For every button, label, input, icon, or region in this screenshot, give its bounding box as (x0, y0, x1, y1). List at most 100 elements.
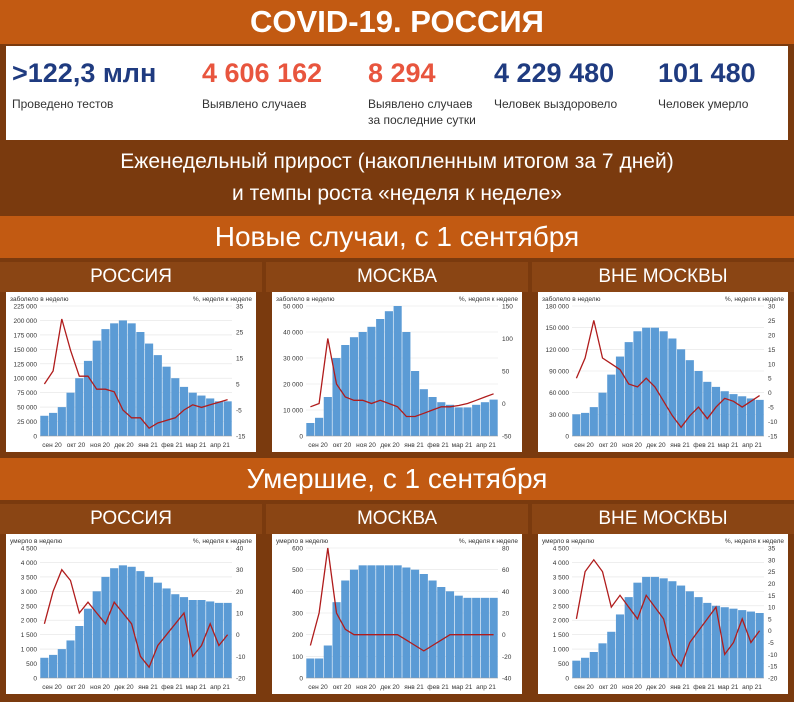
bar (480, 597, 489, 678)
y-tick-label: 125 000 (14, 361, 38, 368)
y2-tick-label: -20 (768, 676, 778, 683)
y-tick-label: 0 (565, 434, 569, 441)
y2-tick-label: 25 (768, 318, 776, 325)
y2-tick-label: 15 (768, 593, 776, 600)
y-tick-label: 1 000 (21, 647, 38, 654)
x-tick-label: ноя 20 (356, 442, 376, 449)
bar (40, 657, 49, 678)
stat-daily-cases: 8 294 Выявлено случаев за последние сутк… (368, 56, 488, 128)
bar (153, 582, 162, 678)
bar (633, 582, 642, 678)
bar (323, 397, 332, 436)
bar (223, 401, 232, 436)
subtitle-line-2: и темпы роста «неделя к неделе» (232, 182, 562, 205)
bar (376, 565, 385, 678)
bar (755, 399, 764, 436)
bar (384, 565, 393, 678)
bar (315, 658, 324, 678)
y2-tick-label: 30 (236, 567, 244, 574)
y2-tick-label: 25 (236, 330, 244, 337)
y-tick-label: 200 (292, 632, 303, 639)
y2-tick-label: -40 (502, 676, 512, 683)
bar (589, 407, 598, 436)
x-tick-label: сен 20 (574, 442, 594, 449)
y-tick-label: 0 (299, 676, 303, 683)
x-tick-label: сен 20 (308, 442, 328, 449)
x-tick-label: фев 21 (693, 684, 715, 691)
chart-deaths-moscow: умерло в неделю%, неделя к неделе0100200… (276, 538, 518, 691)
bar (367, 565, 376, 678)
y2-tick-label: -15 (768, 664, 778, 671)
bar (489, 597, 498, 678)
bar (66, 640, 75, 678)
x-tick-label: янв 21 (138, 684, 158, 691)
x-tick-label: фев 21 (161, 684, 183, 691)
bar (323, 645, 332, 678)
y-axis-label: заболело в неделю (10, 295, 69, 303)
x-tick-label: окт 20 (333, 442, 352, 449)
y-tick-label: 0 (33, 676, 37, 683)
bar (306, 658, 315, 678)
y2-tick-label: 20 (768, 581, 776, 588)
bar (223, 602, 232, 678)
y-tick-label: 180 000 (546, 304, 570, 311)
y2-tick-label: 25 (768, 569, 776, 576)
bar (101, 329, 110, 436)
y2-tick-label: 20 (236, 589, 244, 596)
bar (685, 360, 694, 436)
x-tick-label: мар 21 (718, 684, 739, 691)
bar (720, 607, 729, 678)
y-tick-label: 2 500 (553, 603, 570, 610)
x-tick-label: мар 21 (186, 442, 207, 449)
bar (349, 337, 359, 436)
bar (306, 423, 315, 436)
bar (677, 349, 686, 436)
y-tick-label: 90 000 (549, 369, 569, 376)
x-tick-label: апр 21 (742, 442, 762, 449)
bar (463, 407, 472, 436)
y-tick-label: 200 000 (14, 318, 38, 325)
section-cases-title: Новые случаи, с 1 сентября (0, 216, 794, 258)
bar (572, 660, 581, 678)
y-tick-label: 175 000 (14, 332, 38, 339)
y2-tick-label: -50 (502, 434, 512, 441)
y-axis-label: заболело в неделю (276, 295, 335, 303)
y-tick-label: 2 500 (21, 603, 38, 610)
bar (349, 569, 359, 678)
bar (127, 323, 136, 436)
x-tick-label: дек 20 (646, 684, 666, 691)
y2-tick-label: 5 (236, 382, 240, 389)
bar (437, 587, 446, 678)
y-tick-label: 150 000 (14, 347, 38, 354)
bar (472, 404, 481, 436)
bar (75, 378, 84, 436)
bar (581, 412, 590, 436)
growth-line (43, 568, 229, 669)
bar (214, 401, 223, 436)
bar (197, 395, 206, 436)
bar (127, 566, 136, 678)
bar (589, 652, 598, 678)
x-tick-label: дек 20 (114, 684, 134, 691)
y2-tick-label: 150 (502, 304, 513, 311)
bar (615, 614, 625, 678)
bar (598, 643, 607, 678)
bar (110, 323, 119, 436)
x-tick-label: дек 20 (380, 684, 400, 691)
x-tick-label: фев 21 (693, 442, 715, 449)
bar (145, 576, 154, 678)
stats-strip: >122,3 млн Проведено тестов 4 606 162 Вы… (6, 46, 788, 140)
bar (607, 631, 616, 678)
bar (659, 578, 668, 678)
x-tick-label: окт 20 (67, 684, 86, 691)
bar (650, 327, 659, 436)
chart-panel-deaths-moscow: умерло в неделю%, неделя к неделе 0 100 200… (272, 534, 522, 694)
y2-tick-label: -10 (768, 652, 778, 659)
stat-value: 101 480 (658, 58, 756, 88)
bar (598, 392, 607, 436)
y2-tick-label: 40 (236, 546, 244, 553)
y2-axis-label: %, неделя к неделе (193, 538, 252, 545)
bar (677, 585, 686, 678)
y-tick-label: 30 000 (549, 412, 569, 419)
bar (332, 602, 341, 678)
